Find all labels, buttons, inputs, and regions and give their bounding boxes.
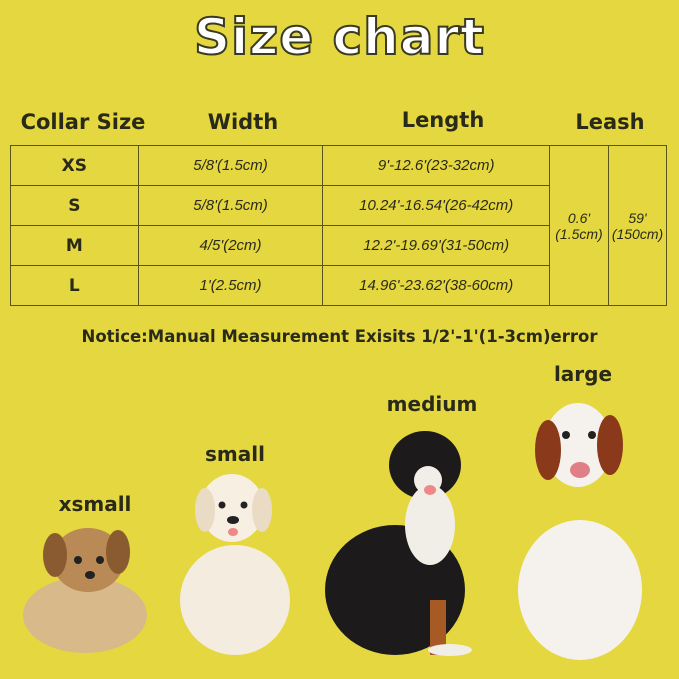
header-collar-size: Collar Size xyxy=(20,110,146,134)
dog-label-medium: medium xyxy=(386,392,478,416)
header-leash: Leash xyxy=(575,110,645,134)
width-cell: 4/5'(2cm) xyxy=(137,225,324,266)
table-row: S 5/8'(1.5cm) 10.24'-16.54'(26-42cm) xyxy=(10,185,667,226)
medium-dog-image xyxy=(325,431,472,656)
dog-label-xsmall: xsmall xyxy=(58,492,132,516)
notice-text: Notice:Manual Measurement Exisits 1/2'-1… xyxy=(81,327,598,346)
table-row: L 1'(2.5cm) 14.96'-23.62'(38-60cm) xyxy=(10,265,667,306)
width-cell: 1'(2.5cm) xyxy=(137,265,324,306)
small-dog-image xyxy=(180,474,290,655)
size-cell: S xyxy=(10,185,139,226)
dog-label-small: small xyxy=(205,442,265,466)
header-width: Width xyxy=(207,110,279,134)
header-length: Length xyxy=(401,108,485,132)
length-cell: 14.96'-23.62'(38-60cm) xyxy=(322,265,551,306)
page-title: Size chart xyxy=(193,7,486,67)
width-cell: 5/8'(1.5cm) xyxy=(137,185,324,226)
table-row: XS 5/8'(1.5cm) 9'-12.6'(23-32cm) 0.6' (1… xyxy=(10,145,668,306)
size-table: XS 5/8'(1.5cm) 9'-12.6'(23-32cm) 0.6' (1… xyxy=(10,145,668,306)
length-cell: 9'-12.6'(23-32cm) xyxy=(322,145,551,186)
size-cell: M xyxy=(10,225,139,266)
xsmall-dog-image xyxy=(23,528,147,653)
large-dog-image xyxy=(518,403,642,660)
length-cell: 12.2'-19.69'(31-50cm) xyxy=(322,225,551,266)
size-cell: XS xyxy=(10,145,139,186)
table-row: M 4/5'(2cm) 12.2'-19.69'(31-50cm) xyxy=(10,225,667,266)
dog-label-large: large xyxy=(553,362,613,386)
leash-length-cell: 59' (150cm) xyxy=(607,145,668,306)
size-cell: L xyxy=(10,265,139,306)
